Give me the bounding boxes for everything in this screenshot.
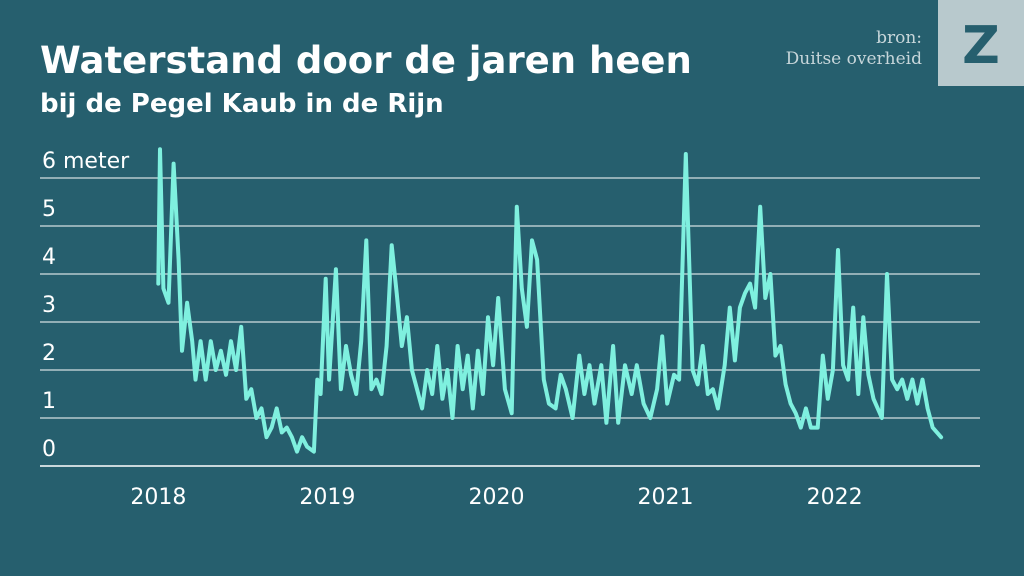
logo-box <box>938 0 1024 86</box>
chart-subtitle: bij de Pegel Kaub in de Rijn <box>40 89 444 119</box>
data-line <box>156 147 944 454</box>
y-tick-label: 3 <box>42 293 56 318</box>
source-name: Duitse overheid <box>786 49 923 69</box>
x-tick-label: 2020 <box>468 485 524 510</box>
y-tick-label: 6 meter <box>42 149 130 174</box>
x-tick-label: 2019 <box>299 485 355 510</box>
x-tick-label: 2022 <box>807 485 863 510</box>
y-tick-label: 1 <box>42 389 56 414</box>
y-tick-label: 2 <box>42 341 56 366</box>
y-tick-label: 4 <box>42 245 56 270</box>
x-tick-label: 2018 <box>130 485 186 510</box>
chart-title: Waterstand door de jaren heen <box>40 39 692 82</box>
y-tick-label: 5 <box>42 197 56 222</box>
y-tick-label: 0 <box>42 437 56 462</box>
x-tick-label: 2021 <box>638 485 694 510</box>
source-label: bron: <box>876 28 922 48</box>
logo: Z <box>962 16 1000 76</box>
